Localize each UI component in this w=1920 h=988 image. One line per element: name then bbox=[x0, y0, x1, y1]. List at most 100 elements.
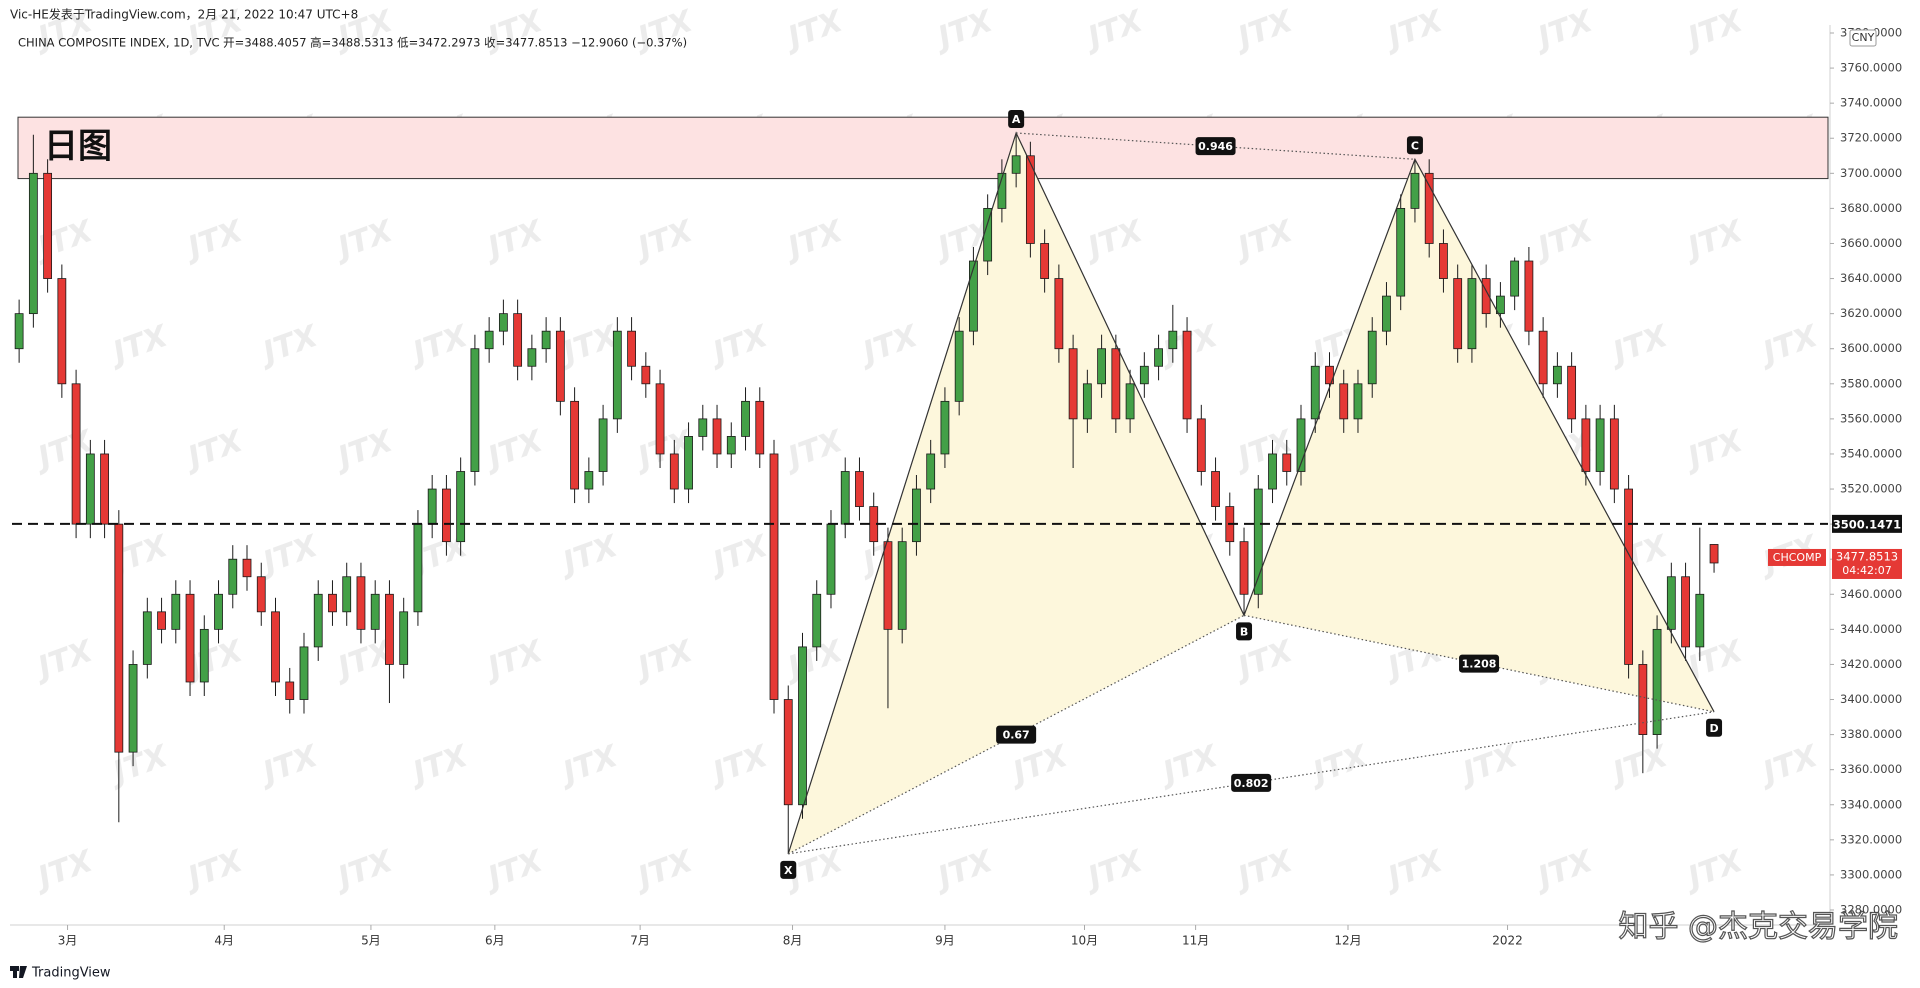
ratio-line bbox=[1016, 132, 1415, 160]
candle-body bbox=[456, 471, 466, 543]
candle-body bbox=[1567, 365, 1577, 420]
candle-body bbox=[370, 593, 380, 630]
candle-body bbox=[285, 681, 295, 700]
ratio-label: 1.208 bbox=[1462, 658, 1497, 671]
candle-body bbox=[555, 330, 565, 402]
y-tick-label: 3620.0000 bbox=[1840, 306, 1902, 320]
y-tick-label: 3320.0000 bbox=[1840, 832, 1902, 846]
candle-body bbox=[712, 418, 722, 455]
y-tick-label: 3640.0000 bbox=[1840, 271, 1902, 285]
point-box bbox=[1706, 718, 1723, 737]
candle-body bbox=[1097, 348, 1106, 385]
candle-body bbox=[271, 611, 280, 683]
candle-body bbox=[14, 313, 24, 350]
candle-body bbox=[726, 436, 736, 455]
candle-body bbox=[1111, 348, 1121, 420]
candle-body bbox=[1025, 155, 1035, 244]
candle-body bbox=[1581, 418, 1591, 472]
candle-body bbox=[1154, 348, 1163, 367]
point-label: D bbox=[1709, 722, 1718, 735]
candle-body bbox=[299, 646, 309, 700]
candle-body bbox=[1353, 383, 1363, 420]
candle-body bbox=[1424, 172, 1434, 244]
candle-body bbox=[1168, 330, 1178, 350]
x-tick-label: 4月 bbox=[214, 934, 234, 948]
candle-body bbox=[399, 611, 409, 665]
candle-body bbox=[1125, 383, 1135, 420]
candle-body bbox=[71, 383, 81, 525]
candle-body bbox=[442, 488, 451, 543]
candle-body bbox=[684, 436, 693, 490]
candle-body bbox=[1040, 243, 1050, 279]
candle-body bbox=[798, 646, 807, 806]
point-box bbox=[780, 860, 797, 879]
y-tick-label: 3360.0000 bbox=[1840, 762, 1902, 776]
x-tick-label: 8月 bbox=[783, 934, 803, 948]
y-tick-label: 3660.0000 bbox=[1840, 236, 1902, 250]
candle-body bbox=[641, 365, 651, 385]
candle-body bbox=[427, 488, 437, 525]
candle-body bbox=[812, 593, 822, 648]
candle-body bbox=[669, 453, 679, 490]
y-tick-label: 3760.0000 bbox=[1840, 61, 1902, 75]
candle-body bbox=[1211, 471, 1220, 507]
candle-body bbox=[1296, 418, 1306, 472]
price-box bbox=[1832, 548, 1902, 579]
pattern-fill bbox=[1244, 159, 1715, 712]
point-label: B bbox=[1240, 625, 1248, 638]
candle-body bbox=[1638, 664, 1648, 736]
y-tick-label: 3520.0000 bbox=[1840, 482, 1902, 496]
candle-body bbox=[28, 172, 38, 315]
candle-body bbox=[313, 593, 323, 648]
candle-body bbox=[1652, 628, 1662, 735]
currency: CNY bbox=[1852, 31, 1875, 44]
candle-body bbox=[1510, 260, 1520, 297]
candle-body bbox=[43, 172, 53, 279]
ratio-box bbox=[1459, 654, 1500, 673]
candle-body bbox=[840, 471, 850, 525]
candle-body bbox=[328, 593, 337, 613]
y-tick-label: 3340.0000 bbox=[1840, 797, 1902, 811]
plot: 日图 0.67 0.946 1.208 0.802 X A B C D bbox=[12, 109, 1829, 879]
candle-body bbox=[199, 628, 209, 683]
candle-body bbox=[242, 558, 252, 578]
symbol: CHCOMP bbox=[1773, 551, 1822, 564]
ratio-box bbox=[1231, 773, 1272, 792]
candle-body bbox=[498, 313, 508, 332]
candle-body bbox=[1624, 488, 1633, 665]
candle-body bbox=[1396, 207, 1406, 297]
candle-body bbox=[1310, 365, 1320, 420]
zone bbox=[17, 116, 1829, 180]
level-label: 3500.1471 bbox=[1833, 517, 1901, 531]
candle-body bbox=[598, 418, 608, 472]
candle-body bbox=[1011, 155, 1021, 174]
y-tick-label: 3460.0000 bbox=[1840, 587, 1902, 601]
candle-body bbox=[1410, 172, 1420, 209]
point-label: X bbox=[784, 864, 793, 877]
x-tick-label: 7月 bbox=[630, 934, 650, 948]
ratio-box bbox=[1195, 137, 1236, 156]
y-tick-label: 3560.0000 bbox=[1840, 411, 1902, 425]
candle-body bbox=[954, 330, 964, 402]
level-box bbox=[1832, 514, 1902, 533]
candle-body bbox=[1524, 260, 1534, 332]
currency-box bbox=[1849, 29, 1877, 47]
candle-body bbox=[385, 593, 394, 665]
attribution: Vic-HE发表于TradingView.com，2月 21, 2022 10:… bbox=[10, 7, 358, 22]
candle-body bbox=[1196, 418, 1206, 472]
candle-body bbox=[513, 313, 523, 367]
candle-body bbox=[1082, 383, 1092, 420]
candle-body bbox=[356, 576, 366, 630]
candle-body bbox=[1467, 278, 1477, 350]
candle-body bbox=[171, 593, 181, 630]
candle-body bbox=[128, 664, 138, 753]
candle-body bbox=[983, 207, 993, 262]
candle-body bbox=[1068, 348, 1078, 420]
candle-body bbox=[1268, 453, 1277, 490]
symbol-box bbox=[1768, 548, 1826, 566]
candle-body bbox=[783, 699, 793, 806]
candle-body bbox=[85, 453, 95, 525]
y-tick-label: 3440.0000 bbox=[1840, 622, 1902, 636]
candle-body bbox=[912, 488, 921, 543]
x-tick-label: 5月 bbox=[361, 934, 381, 948]
